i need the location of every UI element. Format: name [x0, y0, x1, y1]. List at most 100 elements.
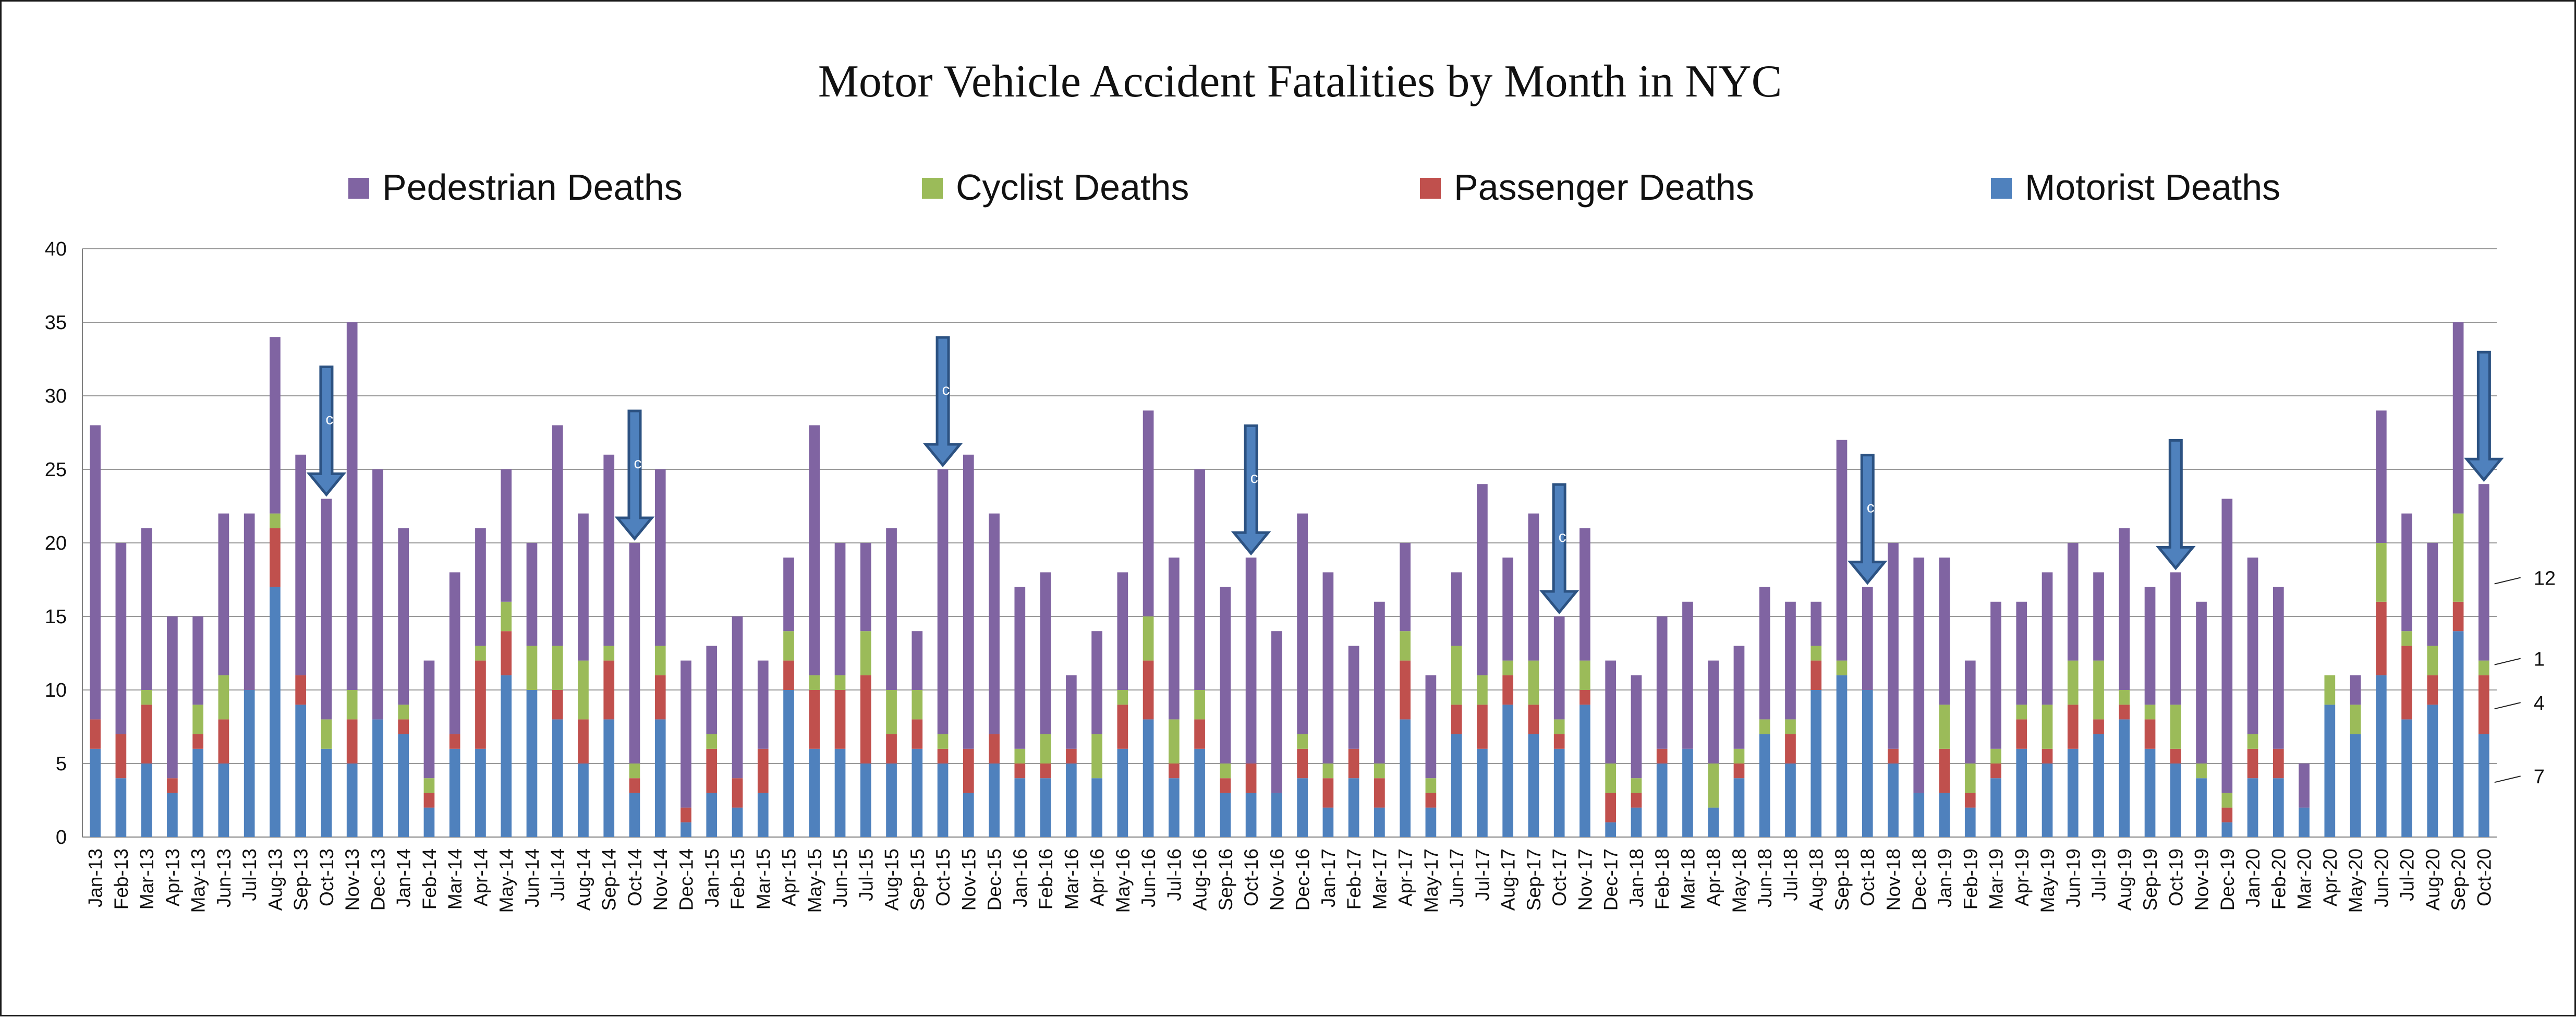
bar-segment-motorist-deaths — [115, 778, 127, 837]
bar-segment-motorist-deaths — [1913, 793, 1925, 837]
x-tick-label: Dec-19 — [2217, 849, 2238, 911]
x-tick-label: Feb-15 — [727, 849, 748, 910]
bar-segment-pedestrian-deaths — [1348, 646, 1359, 749]
legend-swatch — [922, 178, 943, 199]
bar-segment-cyclist-deaths — [1297, 734, 1308, 749]
bar-stack — [2350, 675, 2361, 837]
bar-stack — [270, 337, 281, 837]
x-tick-label: Nov-18 — [1883, 849, 1904, 911]
x-tick-label: Nov-14 — [650, 849, 671, 911]
bar-segment-pedestrian-deaths — [1451, 572, 1462, 646]
bar-segment-pedestrian-deaths — [1374, 601, 1385, 763]
annotation: 1 — [2494, 649, 2545, 671]
x-tick-label: Aug-17 — [1498, 849, 1519, 911]
bar-segment-pedestrian-deaths — [2144, 587, 2156, 705]
bar-stack — [912, 631, 923, 837]
bar-segment-motorist-deaths — [1708, 807, 1719, 837]
bar-segment-pedestrian-deaths — [860, 543, 871, 632]
bar-segment-motorist-deaths — [1759, 734, 1770, 837]
x-tick-label: Jul-18 — [1780, 849, 1801, 901]
bar-stack — [1785, 601, 1796, 837]
bar-stack — [1143, 410, 1154, 837]
bar-segment-motorist-deaths — [346, 763, 358, 837]
x-tick-label: Jan-15 — [701, 849, 723, 907]
bar-segment-pedestrian-deaths — [398, 528, 409, 705]
bar-segment-motorist-deaths — [1553, 748, 1565, 837]
bar-segment-cyclist-deaths — [1579, 660, 1590, 690]
bar-segment-pedestrian-deaths — [1811, 601, 1822, 646]
down-arrow-icon: c — [614, 409, 655, 541]
legend-label: Motorist Deaths — [2025, 167, 2280, 208]
bar-segment-passenger-deaths — [2427, 675, 2438, 705]
bar-segment-motorist-deaths — [1836, 675, 1848, 837]
bar-segment-motorist-deaths — [2478, 734, 2489, 837]
bar-segment-motorist-deaths — [2452, 631, 2464, 837]
bar-segment-pedestrian-deaths — [912, 631, 923, 690]
bar-stack — [989, 513, 1000, 837]
bar-segment-passenger-deaths — [809, 690, 820, 749]
x-tick-label: May-15 — [804, 849, 825, 913]
arrow-markers: c c c c c c — [306, 336, 2504, 614]
bar-segment-motorist-deaths — [2093, 734, 2104, 837]
bar-segment-cyclist-deaths — [1553, 719, 1565, 734]
bar-segment-pedestrian-deaths — [1477, 484, 1488, 675]
bar-segment-pedestrian-deaths — [963, 454, 974, 749]
x-tick-label: Jun-17 — [1446, 849, 1467, 907]
bar-segment-motorist-deaths — [218, 763, 229, 837]
bar-segment-pedestrian-deaths — [603, 454, 615, 646]
bar-segment-pedestrian-deaths — [1939, 558, 1950, 705]
bar-segment-pedestrian-deaths — [346, 322, 358, 690]
bar-stack — [2478, 484, 2489, 837]
bar-segment-motorist-deaths — [1322, 807, 1334, 837]
bar-segment-pedestrian-deaths — [1425, 675, 1437, 779]
bar-segment-pedestrian-deaths — [2247, 558, 2258, 734]
bars — [90, 322, 2489, 837]
bar-segment-cyclist-deaths — [192, 705, 203, 734]
bar-segment-passenger-deaths — [1528, 705, 1539, 734]
x-tick-label: Jun-16 — [1138, 849, 1159, 907]
bar-segment-passenger-deaths — [1811, 660, 1822, 690]
bar-stack — [1502, 558, 1514, 837]
bar-segment-passenger-deaths — [654, 675, 666, 720]
bar-segment-passenger-deaths — [1656, 748, 1668, 763]
x-tick-label: Feb-19 — [1960, 849, 1981, 910]
bar-segment-motorist-deaths — [2247, 778, 2258, 837]
bar-segment-cyclist-deaths — [2144, 705, 2156, 720]
legend: Pedestrian Deaths Cyclist Deaths Passenger… — [348, 167, 2280, 208]
bar-segment-pedestrian-deaths — [1091, 631, 1102, 734]
bar-segment-cyclist-deaths — [1605, 763, 1617, 793]
bar-stack — [757, 660, 769, 837]
bar-segment-cyclist-deaths — [321, 719, 332, 749]
bar-segment-motorist-deaths — [2299, 807, 2310, 837]
bar-segment-motorist-deaths — [1990, 778, 2001, 837]
x-tick-label: Apr-19 — [2011, 849, 2033, 906]
x-tick-label: Apr-14 — [470, 849, 491, 906]
bar-segment-passenger-deaths — [346, 719, 358, 763]
x-tick-label: Jan-16 — [1010, 849, 1031, 907]
bar-segment-passenger-deaths — [1477, 705, 1488, 749]
bar-segment-motorist-deaths — [706, 793, 718, 837]
annotation-label: 4 — [2534, 693, 2545, 714]
bar-segment-cyclist-deaths — [1014, 748, 1026, 763]
bar-stack — [809, 425, 820, 837]
bar-segment-passenger-deaths — [2452, 601, 2464, 632]
x-tick-label: Aug-16 — [1189, 849, 1211, 911]
bar-segment-cyclist-deaths — [1811, 646, 1822, 661]
bar-segment-cyclist-deaths — [1117, 690, 1128, 705]
bar-segment-cyclist-deaths — [526, 646, 538, 690]
x-tick-label: Feb-17 — [1343, 849, 1365, 910]
legend-swatch — [1991, 178, 2012, 199]
bar-segment-pedestrian-deaths — [732, 616, 743, 779]
bar-segment-cyclist-deaths — [783, 631, 794, 661]
annotation-label: 1 — [2534, 649, 2545, 671]
bar-stack — [1656, 616, 1668, 837]
x-tick-label: Jul-19 — [2088, 849, 2110, 901]
bar-segment-cyclist-deaths — [1143, 616, 1154, 661]
x-tick-label: Sep-14 — [599, 849, 620, 911]
bar-stack — [1862, 587, 1873, 837]
bar-segment-passenger-deaths — [757, 748, 769, 793]
bar-segment-pedestrian-deaths — [295, 454, 307, 675]
bar-segment-passenger-deaths — [1553, 734, 1565, 749]
bar-segment-motorist-deaths — [167, 793, 178, 837]
